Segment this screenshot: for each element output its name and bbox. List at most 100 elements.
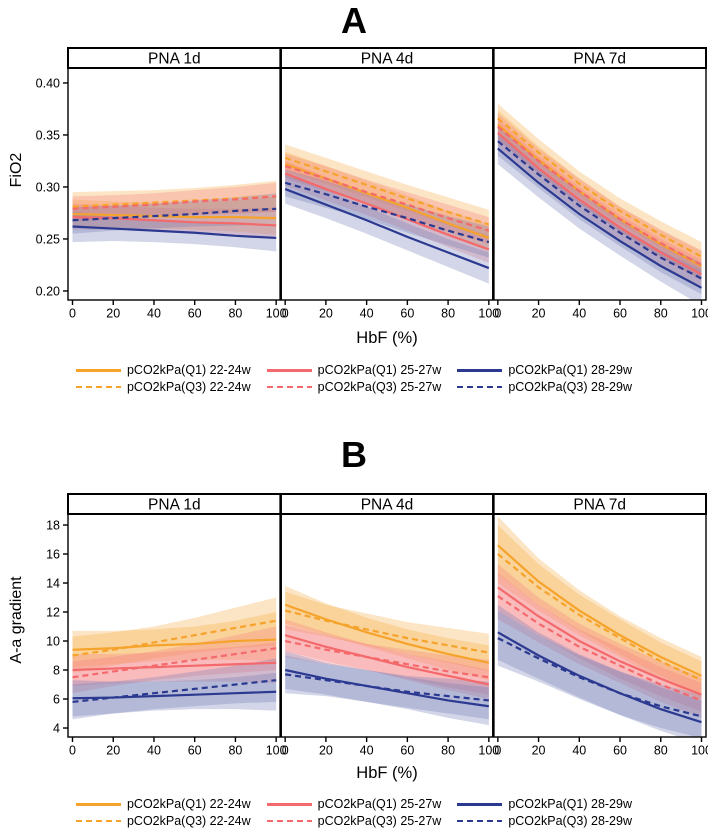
series-line [284, 639, 489, 679]
facet-label: PNA 4d [361, 51, 414, 68]
legend-dashed-line-sample [266, 819, 312, 823]
legend-label: pCO2kPa(Q3) 22-24w [126, 380, 251, 394]
legend-dashed-line-sample [457, 385, 503, 389]
series-line [284, 609, 490, 654]
confidence-band [285, 153, 489, 245]
x-tick-label: 80 [441, 307, 455, 321]
series-line [497, 637, 702, 718]
facet-plot [497, 103, 703, 300]
legend-dashed-line-sample [457, 819, 503, 823]
x-tick-label: 60 [400, 744, 414, 758]
y-tick-label: 14 [46, 576, 60, 590]
facet-plot [497, 516, 702, 737]
x-tick-label: 0 [69, 307, 76, 321]
facet-label: PNA 1d [148, 497, 201, 514]
series-line [72, 619, 277, 657]
confidence-band [497, 572, 702, 718]
x-tick-label: 100 [691, 307, 708, 321]
x-tick-label: 80 [654, 307, 668, 321]
legend-label: pCO2kPa(Q3) 22-24w [126, 814, 251, 828]
series-line [497, 132, 703, 276]
y-tick-label: 0.35 [36, 128, 60, 142]
confidence-band [497, 132, 702, 300]
legend-solid-line-sample [457, 368, 503, 372]
panel-b-x-axis-label: HbF (%) [356, 764, 418, 782]
legend-label: pCO2kPa(Q3) 28-29w [508, 380, 632, 394]
legend-dashed-line-sample [75, 819, 121, 823]
legend-solid-line-sample [75, 368, 121, 372]
legend-label: pCO2kPa(Q3) 25-27w [317, 814, 442, 828]
confidence-band [497, 126, 702, 295]
x-tick-label: 20 [319, 744, 333, 758]
panel-a-title: A [341, 0, 367, 41]
series-line [284, 165, 490, 232]
series-line [72, 207, 277, 222]
legend-label: pCO2kPa(Q3) 25-27w [317, 380, 442, 394]
legend-label: pCO2kPa(Q1) 25-27w [317, 363, 442, 377]
x-tick-label: 40 [360, 744, 374, 758]
facet-plot [72, 180, 277, 252]
legend-item: pCO2kPa(Q3) 25-27w [266, 380, 442, 394]
legend-solid-line-sample [266, 802, 312, 806]
legend-label: pCO2kPa(Q1) 28-29w [508, 797, 632, 811]
y-tick-label: 0.20 [36, 284, 60, 298]
series-line [284, 156, 490, 226]
legend-label: pCO2kPa(Q1) 28-29w [508, 363, 632, 377]
x-tick-label: 100 [478, 307, 499, 321]
confidence-band [72, 642, 277, 686]
series-line [497, 140, 703, 280]
y-tick-label: 6 [53, 692, 60, 706]
x-tick-label: 60 [613, 744, 627, 758]
x-tick-label: 60 [188, 744, 202, 758]
confidence-band [72, 597, 277, 673]
y-tick-label: 8 [53, 663, 60, 677]
x-tick-label: 20 [106, 744, 120, 758]
confidence-band [497, 516, 702, 695]
series-line [497, 125, 703, 266]
legend-item: pCO2kPa(Q3) 28-29w [457, 380, 632, 394]
x-tick-label: 60 [613, 307, 627, 321]
legend-solid-line-sample [457, 802, 503, 806]
x-tick-label: 60 [188, 307, 202, 321]
legend-label: pCO2kPa(Q1) 22-24w [126, 797, 251, 811]
x-tick-label: 80 [228, 307, 242, 321]
confidence-band [497, 103, 702, 272]
x-tick-label: 0 [282, 307, 289, 321]
legend-item: pCO2kPa(Q1) 25-27w [266, 363, 442, 377]
x-tick-label: 100 [266, 307, 287, 321]
series-line [497, 544, 702, 677]
panel-a-legend: pCO2kPa(Q1) 22-24w pCO2kPa(Q1) 25-27w pCO2… [0, 363, 708, 394]
y-tick-label: 0.40 [36, 76, 60, 90]
y-tick-label: 16 [46, 547, 60, 561]
facet-plot [72, 597, 277, 720]
series-line [72, 638, 277, 651]
legend-item: pCO2kPa(Q3) 22-24w [75, 380, 251, 394]
legend-item: pCO2kPa(Q1) 25-27w [266, 797, 441, 811]
series-line [72, 212, 277, 220]
panel-a-chart: PNA 1d PNA 4d PNA 7d 0.40 0.35 0.30 0.25 0.20 0 2… [36, 47, 708, 321]
x-tick-label: 0 [494, 307, 501, 321]
y-tick-label: 4 [53, 721, 60, 735]
series-line [72, 647, 277, 679]
series-line [284, 634, 490, 686]
series-line [284, 603, 490, 664]
confidence-band [285, 619, 489, 700]
x-tick-label: 100 [478, 744, 499, 758]
facet-plot [284, 144, 490, 284]
series-line [284, 181, 490, 244]
confidence-band [497, 604, 702, 737]
legend-item: pCO2kPa(Q3) 25-27w [266, 814, 442, 828]
plot-border [67, 67, 707, 301]
facet-plot [284, 585, 490, 726]
panel-b-title: B [341, 434, 367, 475]
legend-item: pCO2kPa(Q1) 22-24w [75, 797, 251, 811]
panel-a-x-axis-label: HbF (%) [356, 329, 418, 347]
legend-solid-line-sample [266, 368, 312, 372]
x-tick-label: 60 [400, 307, 414, 321]
x-tick-label: 40 [147, 744, 161, 758]
facet-label: PNA 7d [573, 497, 626, 514]
x-tick-label: 80 [441, 744, 455, 758]
y-tick-label: 0.30 [36, 180, 60, 194]
